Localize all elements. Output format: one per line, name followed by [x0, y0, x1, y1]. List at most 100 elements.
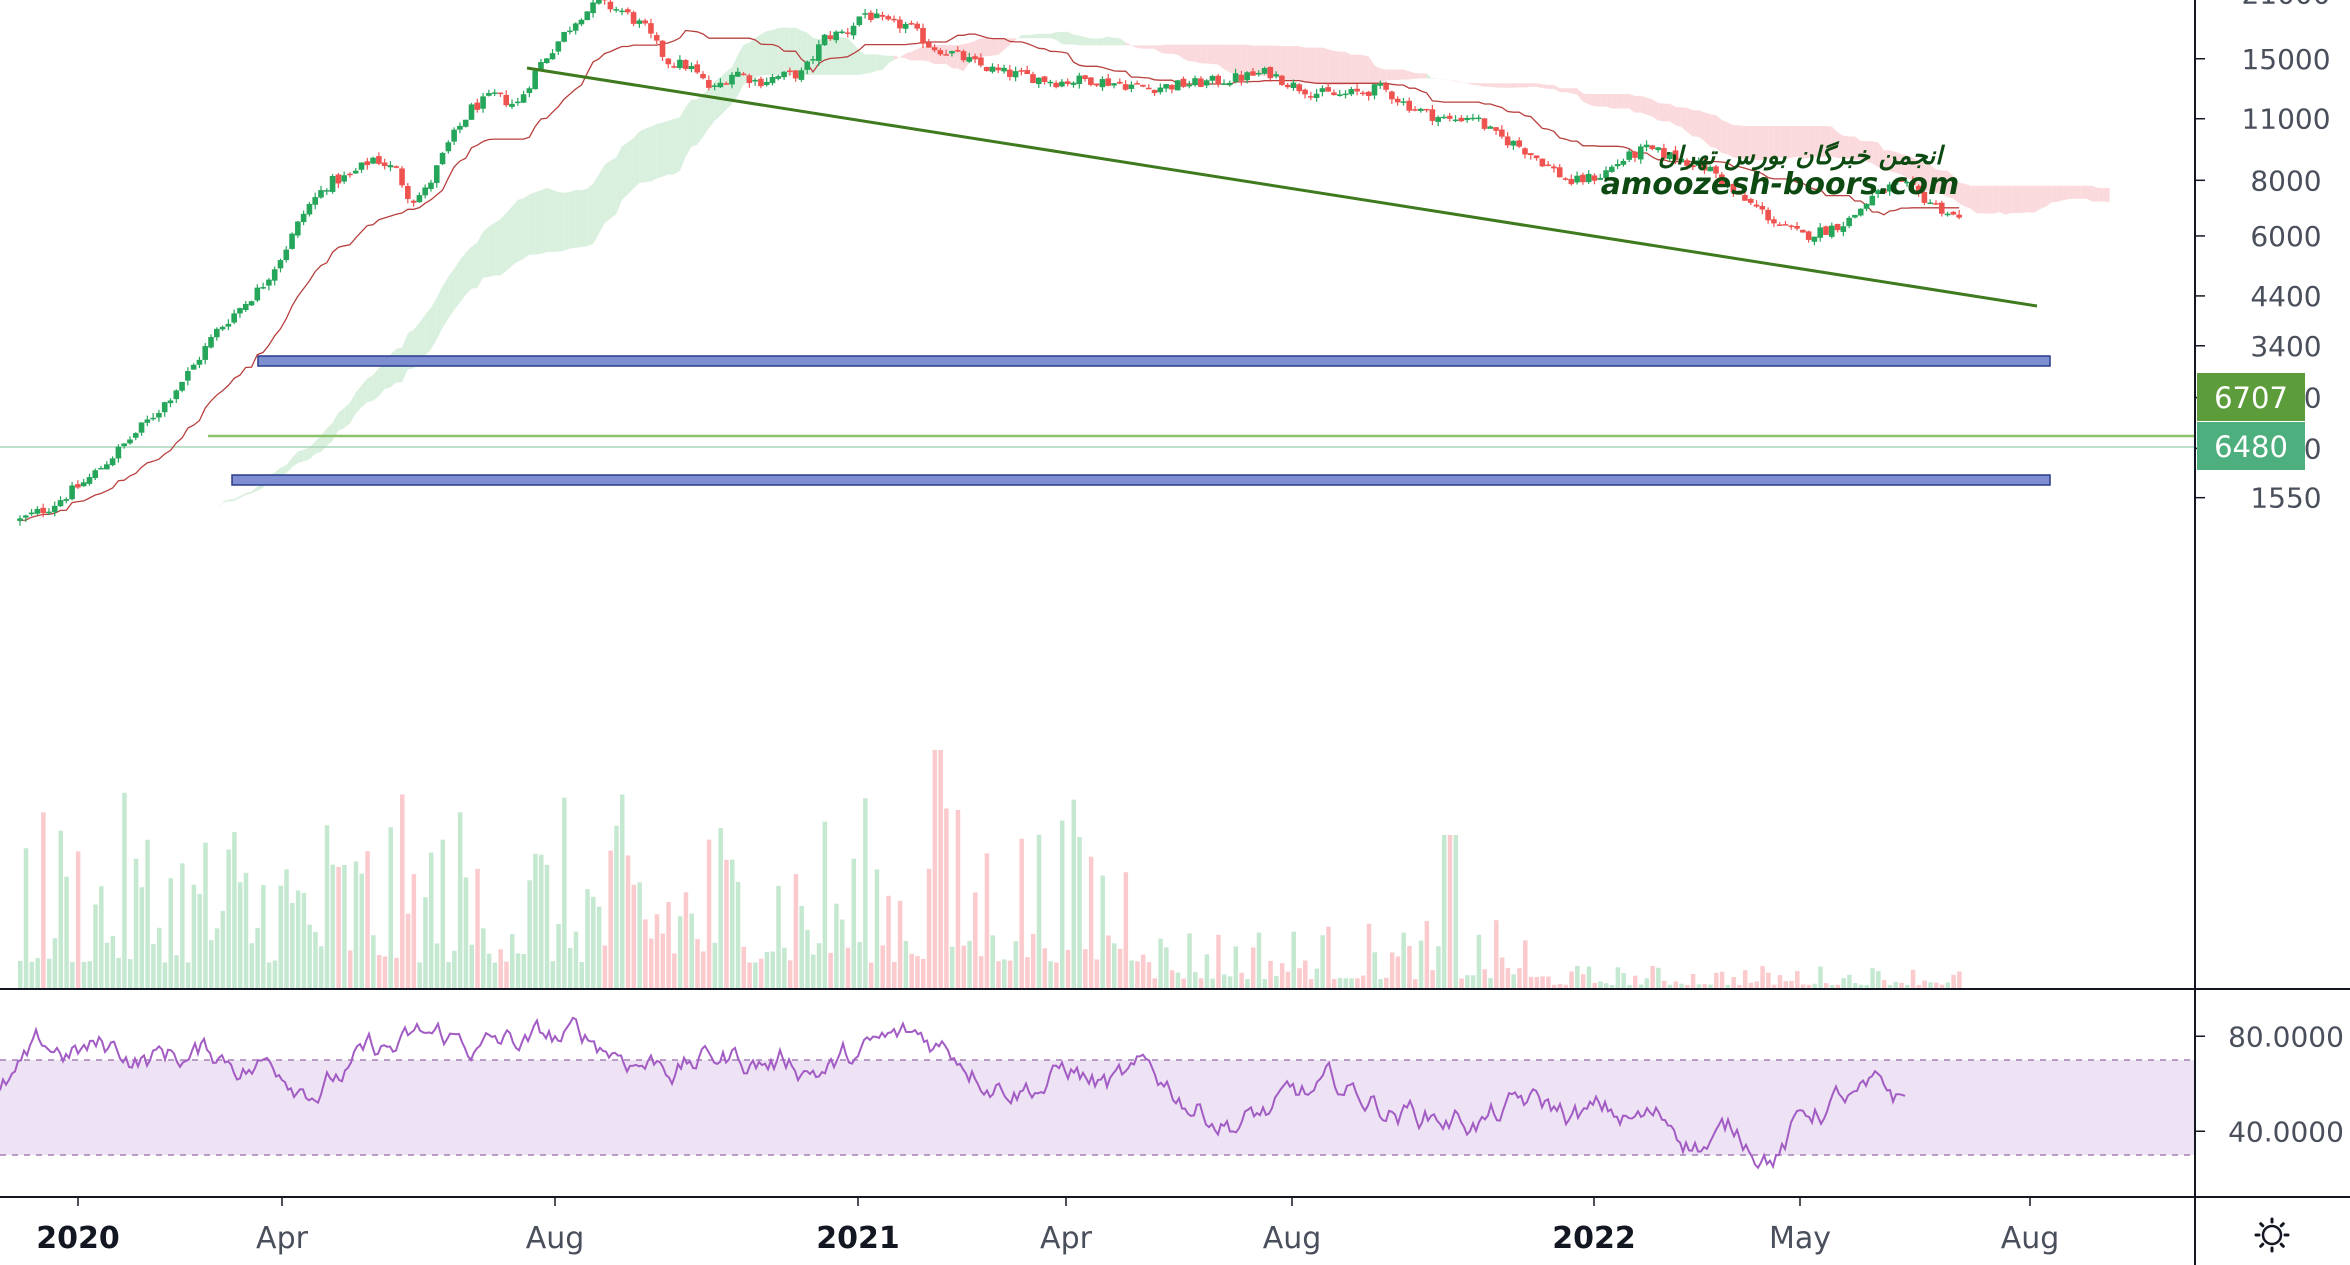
candle-body: [717, 82, 724, 88]
cloud-segment: [2092, 185, 2099, 202]
volume-bar: [1893, 981, 1898, 988]
cloud-segment: [645, 126, 651, 183]
candle-body: [1070, 82, 1077, 85]
volume-bar: [295, 890, 301, 988]
candlesticks: [17, 0, 1962, 526]
volume-bar: [1766, 972, 1771, 988]
volume-bar: [620, 794, 625, 988]
candle-body: [671, 66, 677, 68]
candle-body: [781, 71, 787, 78]
candle-body: [584, 11, 591, 21]
volume-bar: [249, 943, 255, 988]
watermark-line2: amoozesh-boors.com: [1601, 167, 1960, 202]
cloud-segment: [182, 515, 188, 518]
cloud-segment: [1779, 126, 1786, 160]
cloud-segment: [610, 157, 617, 219]
candle-body: [515, 101, 521, 104]
cloud-segment: [749, 38, 756, 82]
candle-body: [1157, 87, 1164, 93]
volume-bar: [342, 864, 347, 988]
candle-body: [1794, 225, 1800, 229]
candle-body: [1429, 109, 1436, 121]
volume-bar: [104, 942, 110, 988]
candle-body: [1041, 76, 1048, 82]
volume-bar: [35, 958, 40, 988]
candle-body: [208, 337, 214, 348]
candle-body: [1817, 227, 1824, 238]
cloud-segment: [1183, 44, 1190, 62]
cloud-segment: [500, 212, 507, 276]
volume-bar: [209, 940, 214, 988]
volume-bar: [70, 962, 75, 988]
cloud-segment: [1357, 54, 1363, 85]
cloud-segment: [1640, 95, 1647, 115]
cloud-segment: [639, 128, 646, 183]
cloud-segment: [1571, 88, 1578, 95]
cloud-segment: [1438, 78, 1444, 80]
candle-body: [1684, 160, 1690, 166]
cloud-segment: [465, 246, 472, 295]
volume-bar: [486, 953, 492, 988]
volume-bar: [1690, 974, 1696, 988]
volume-bar: [834, 903, 839, 988]
price-badge: [2197, 422, 2305, 470]
volume-bar: [672, 953, 677, 988]
volume-bar: [261, 885, 266, 988]
volume-bar: [811, 954, 816, 988]
rsi-axis[interactable]: 80.0000 40.0000: [2195, 1020, 2344, 1148]
volume-bar: [1714, 972, 1719, 988]
settings-gear-icon[interactable]: [2254, 1217, 2290, 1253]
candle-body: [202, 346, 209, 360]
candle-body: [798, 70, 805, 80]
volume-bar: [515, 953, 521, 988]
cloud-segment: [564, 191, 570, 251]
time-axis[interactable]: 2020 Apr Aug 2021 Apr Aug 2022 May Aug: [36, 1197, 2059, 1256]
cloud-segment: [841, 37, 848, 75]
volume-bar: [1540, 976, 1545, 988]
cloud-segment: [187, 514, 194, 516]
volume-bar: [1331, 978, 1337, 988]
volume-bar: [1644, 978, 1650, 988]
candle-body: [1637, 146, 1644, 160]
cloud-segment: [2051, 185, 2058, 203]
cloud-segment: [2069, 185, 2075, 199]
cloud-segment: [1345, 51, 1352, 85]
candle-body: [642, 20, 648, 24]
cloud-segment: [923, 46, 929, 62]
candle-body: [161, 402, 168, 413]
volume-bar: [1685, 984, 1690, 988]
volume-bar: [596, 906, 602, 988]
candle-body: [335, 174, 342, 184]
volume-bar: [1164, 947, 1169, 988]
rsi-line: [0, 1016, 1906, 1170]
candle-body: [868, 12, 874, 20]
cloud-segment: [1252, 45, 1259, 76]
cloud-segment: [1478, 83, 1485, 87]
volume-bar: [1389, 952, 1395, 988]
volume-bar: [1650, 966, 1655, 988]
volume-bar: [1222, 974, 1227, 988]
candle-body: [833, 31, 839, 41]
cloud-segment: [1212, 44, 1219, 65]
cloud-segment: [1797, 126, 1803, 159]
volume-bar: [145, 839, 150, 988]
volume-bar: [764, 951, 770, 988]
rsi-panel[interactable]: [0, 1016, 2195, 1170]
volume-bar: [1957, 971, 1962, 988]
cloud-segment: [529, 192, 536, 255]
candle-body: [1857, 208, 1864, 216]
cloud-segment: [598, 164, 605, 234]
candle-body: [1082, 75, 1088, 80]
cloud-segment: [1941, 170, 1948, 198]
volume-bar: [955, 809, 961, 988]
cloud-segment: [2022, 185, 2029, 213]
volume-bar: [301, 892, 307, 988]
volume-bar: [29, 961, 35, 988]
volume-bar: [243, 872, 249, 988]
volume-bar: [1754, 981, 1760, 988]
candle-body: [734, 71, 741, 77]
volume-bar: [897, 900, 903, 988]
volume-bar: [1135, 961, 1140, 988]
price-panel[interactable]: انجمن خبرگان بورس تهران amoozesh-boors.c…: [0, 0, 2195, 988]
